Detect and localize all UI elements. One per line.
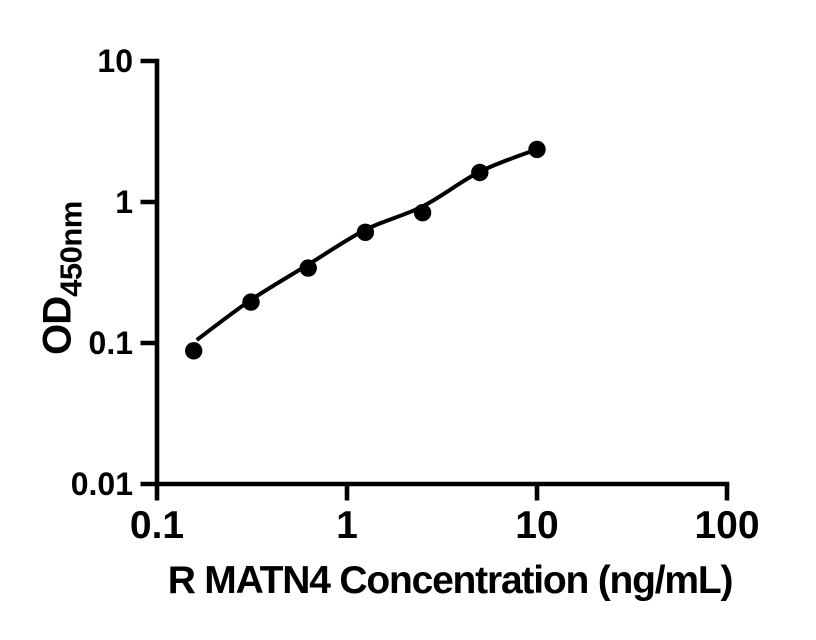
axes-group [154,58,730,487]
x-tick-label-100: 100 [694,504,760,547]
data-point-3 [356,223,375,241]
data-points-group [185,140,546,360]
y-tick-label-0.1: 0.1 [88,325,133,361]
data-point-4 [413,204,432,222]
y-axis-title-subscript: 450nm [53,201,89,297]
y-tick-label-1: 1 [115,184,133,220]
y-axis-title: OD450nm [35,201,89,355]
y-tick-label-0.01: 0.01 [70,466,133,502]
x-axis-title-text: R MATN4 Concentration (ng/mL) [167,559,734,602]
data-point-6 [528,140,546,159]
data-point-1 [242,293,260,311]
data-point-0 [185,342,203,360]
data-point-5 [471,163,489,182]
data-point-2 [299,259,317,277]
x-axis-title: R MATN4 Concentration (ng/mL) [167,559,734,602]
y-axis-title-main: OD [35,296,80,355]
y-tick-label-10: 10 [97,43,133,79]
x-tick-label-0.1: 0.1 [129,504,185,547]
x-tick-label-1: 1 [336,504,358,547]
x-tick-label-10: 10 [515,504,559,547]
tick-marks-group [140,58,730,501]
